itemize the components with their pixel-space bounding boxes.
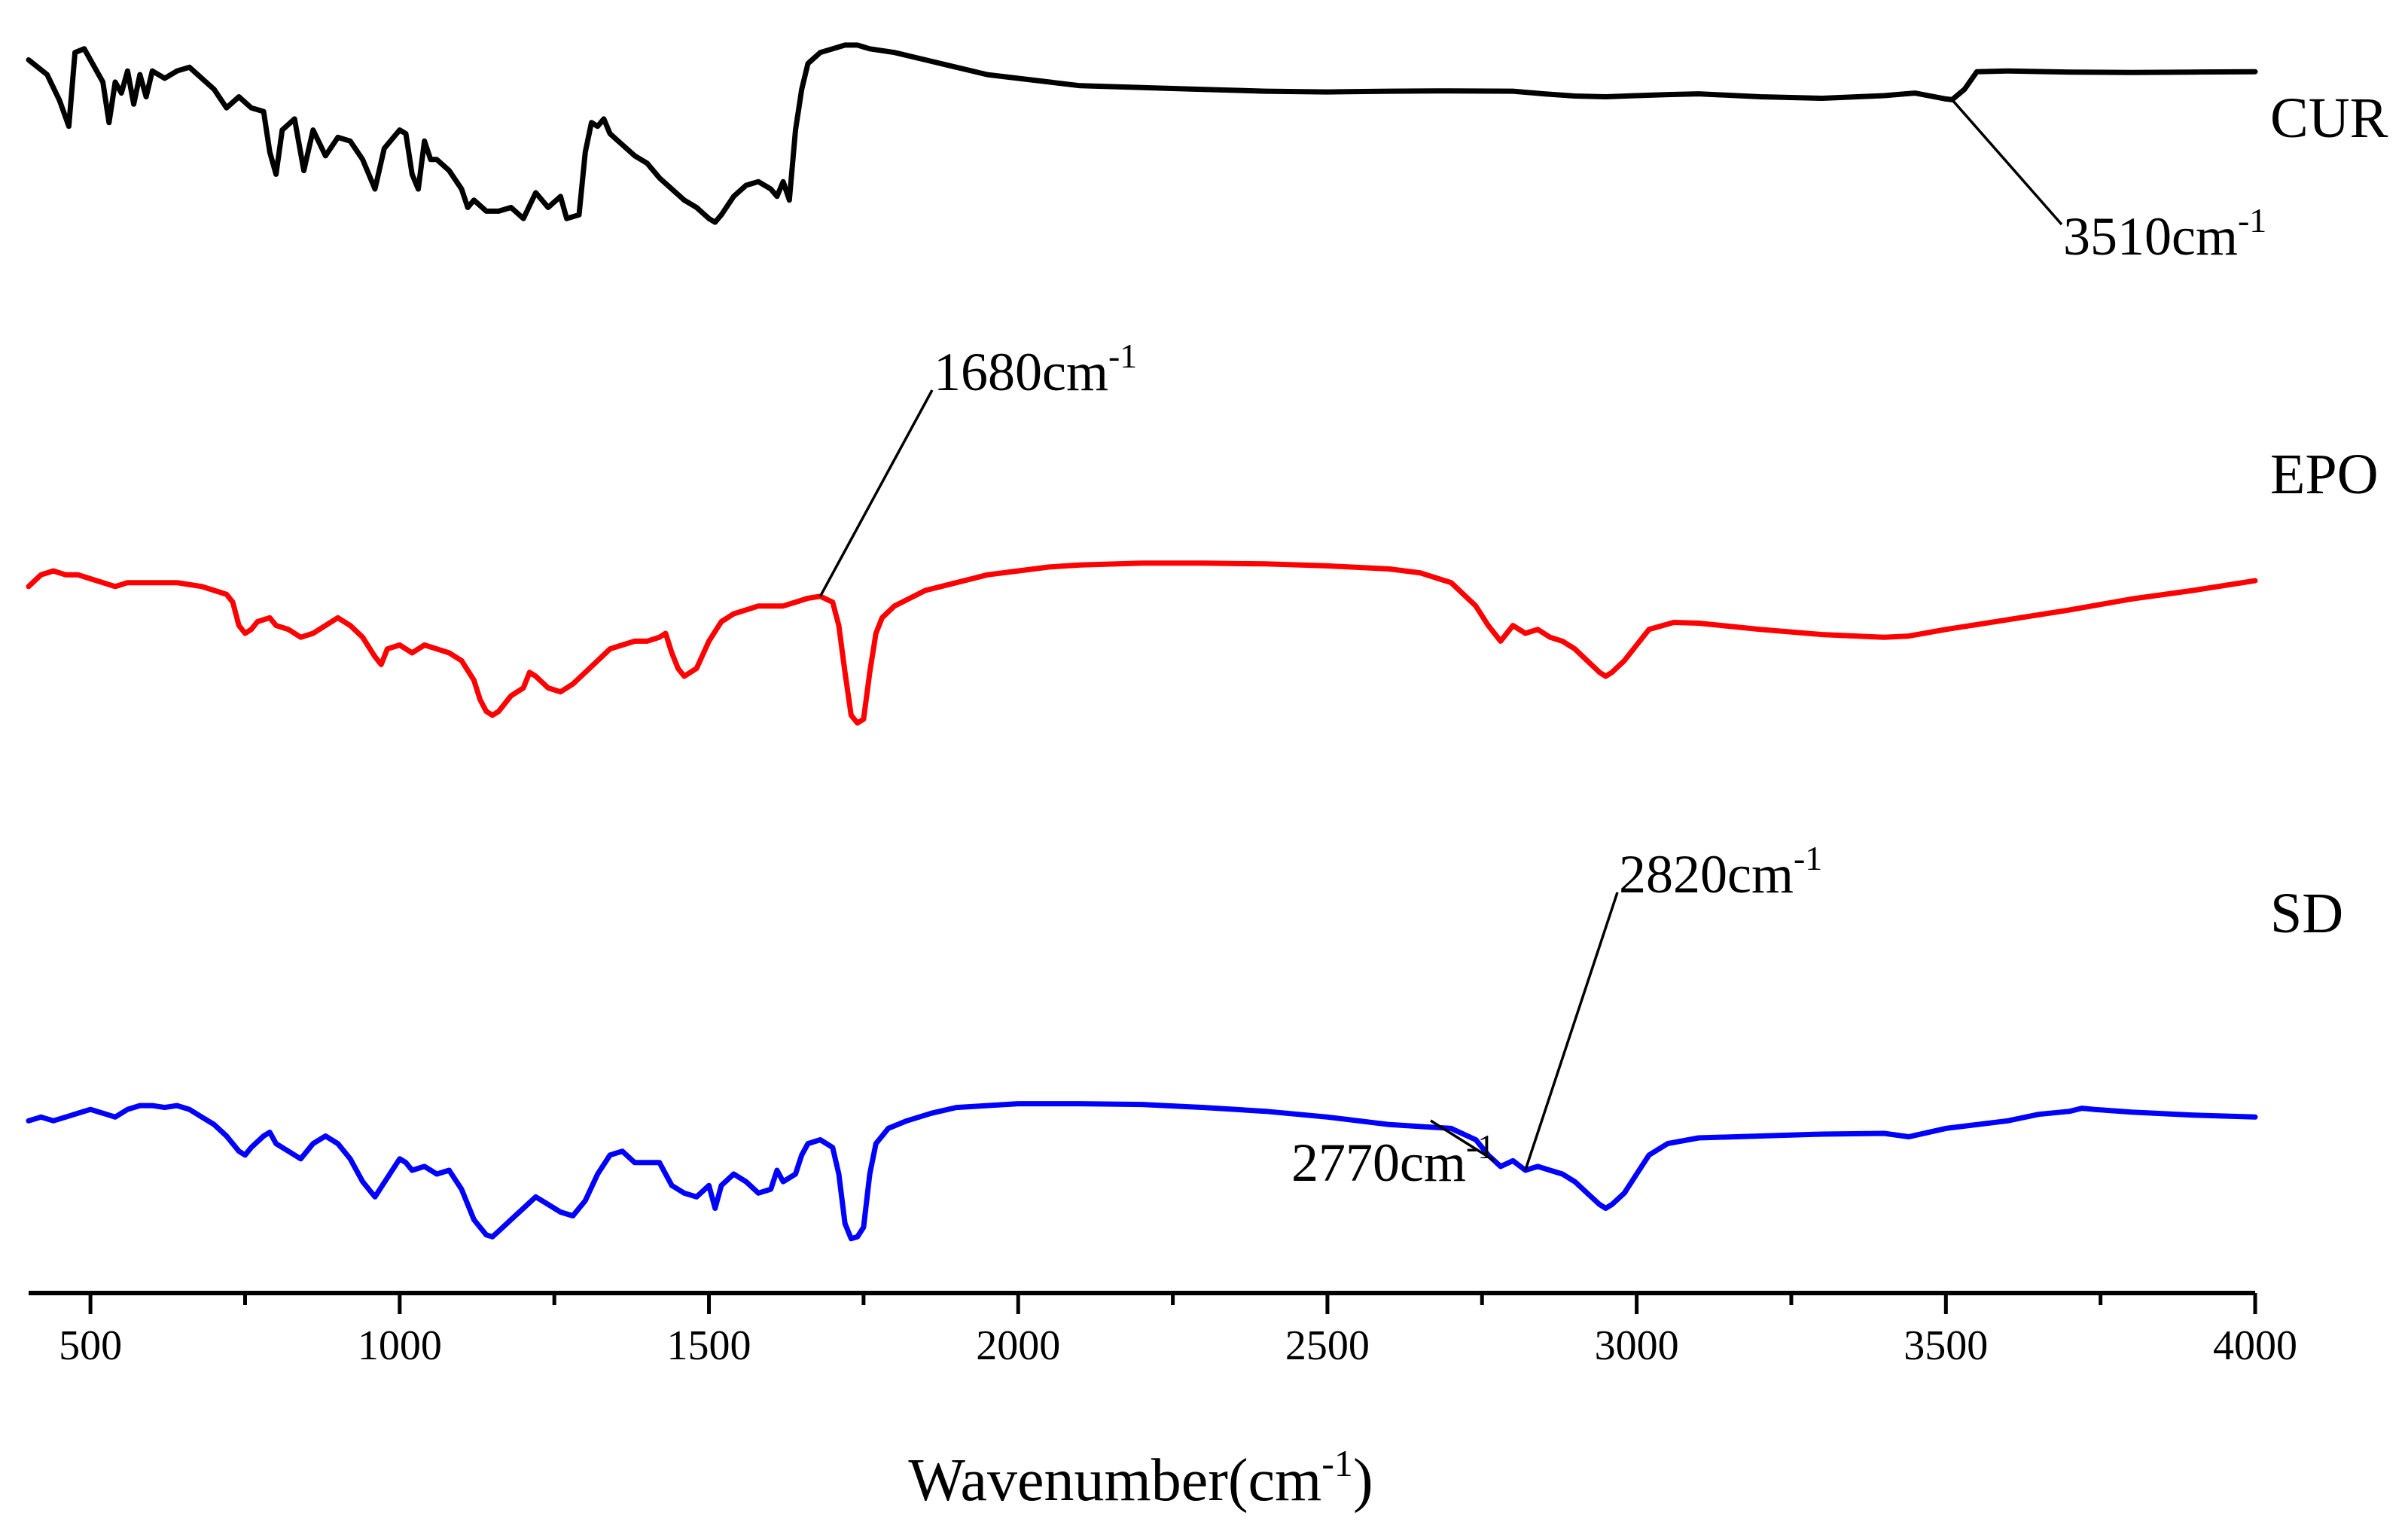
x-axis: 500 1000 1500 2000 2500 3000 3500 4000 bbox=[29, 1291, 2297, 1369]
x-tick-label: 1500 bbox=[667, 1322, 751, 1369]
x-axis-title: Wavenumber(cm-1) bbox=[908, 1442, 1373, 1514]
annotation-leader-3510 bbox=[1951, 99, 2063, 226]
annotation-2770: 2770cm-1 bbox=[1291, 1127, 1495, 1193]
legend: CUR EPO SD bbox=[2270, 87, 2388, 945]
annotation-leader-2770 bbox=[1430, 1119, 1495, 1162]
series-layer bbox=[26, 42, 2258, 1242]
x-tick-label: 500 bbox=[59, 1322, 122, 1369]
legend-label-sd: SD bbox=[2270, 882, 2343, 945]
x-tick-label: 3500 bbox=[1904, 1322, 1988, 1369]
annotation-layer: 3510cm-1 1680cm-1 2820cm-1 2770cm-1 bbox=[818, 99, 2266, 1193]
legend-label-epo: EPO bbox=[2270, 443, 2379, 506]
annotation-leader-1680 bbox=[818, 389, 934, 597]
series-line-epo bbox=[26, 560, 2258, 726]
annotation-2820: 2820cm-1 bbox=[1619, 839, 1822, 904]
series-line-cur bbox=[26, 42, 2258, 225]
x-tick-label: 2500 bbox=[1285, 1322, 1370, 1369]
annotation-3510: 3510cm-1 bbox=[2063, 201, 2266, 267]
series-line-sd bbox=[26, 1101, 2258, 1242]
annotation-leader-2820 bbox=[1524, 892, 1619, 1171]
x-tick-label: 4000 bbox=[2213, 1322, 2297, 1369]
x-tick-label: 2000 bbox=[976, 1322, 1060, 1369]
x-tick-label: 1000 bbox=[358, 1322, 442, 1369]
legend-label-cur: CUR bbox=[2270, 87, 2388, 150]
x-tick-label: 3000 bbox=[1595, 1322, 1679, 1369]
annotation-1680: 1680cm-1 bbox=[934, 337, 1137, 402]
